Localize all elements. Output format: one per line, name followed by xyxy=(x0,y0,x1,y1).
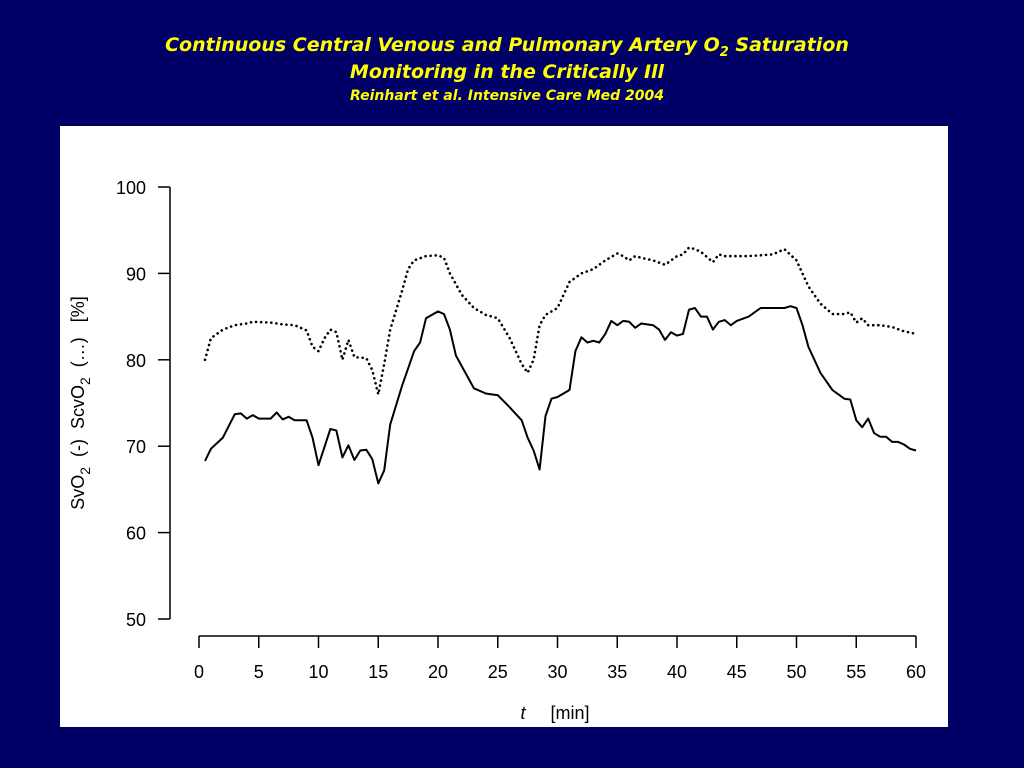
x-tick-label: 40 xyxy=(667,662,687,682)
y-label-subscript: 2 xyxy=(77,377,93,385)
y-tick-label: 70 xyxy=(126,437,146,457)
y-label-text: (…) [%] xyxy=(68,296,88,377)
x-tick-label: 45 xyxy=(727,662,747,682)
x-tick-label: 10 xyxy=(308,662,328,682)
x-tick-label: 20 xyxy=(428,662,448,682)
x-tick-label: 50 xyxy=(786,662,806,682)
y-label-text: (-) ScvO xyxy=(68,385,88,467)
y-tick-label: 60 xyxy=(126,524,146,544)
subtitle: Reinhart et al. Intensive Care Med 2004 xyxy=(350,88,664,104)
title-text: Continuous Central Venous and Pulmonary … xyxy=(165,34,720,56)
x-tick-label: 25 xyxy=(488,662,508,682)
title-text: Saturation xyxy=(729,34,849,56)
x-tick-label: 35 xyxy=(607,662,627,682)
title-subscript: 2 xyxy=(720,45,729,60)
x-axis-label: [min] xyxy=(550,703,589,723)
y-axis-label: SvO2 (-) ScvO2 (…) [%] xyxy=(68,296,93,510)
title-line-1: Continuous Central Venous and Pulmonary … xyxy=(165,34,849,60)
y-label-text: SvO xyxy=(68,475,88,510)
series-line xyxy=(204,305,917,485)
x-tick-label: 60 xyxy=(906,662,926,682)
x-tick-label: 15 xyxy=(368,662,388,682)
y-tick-label: 90 xyxy=(126,264,146,284)
x-axis-label: t xyxy=(520,703,526,723)
x-tick-label: 30 xyxy=(547,662,567,682)
x-tick-label: 55 xyxy=(846,662,866,682)
y-tick-label: 50 xyxy=(126,610,146,630)
y-tick-label: 80 xyxy=(126,351,146,371)
title-line-2: Monitoring in the Critically Ill xyxy=(350,61,665,83)
plot-panel xyxy=(60,126,948,727)
x-tick-label: 5 xyxy=(254,662,264,682)
y-label-subscript: 2 xyxy=(77,467,93,475)
x-tick-label: 0 xyxy=(194,662,204,682)
y-tick-label: 100 xyxy=(116,178,146,198)
